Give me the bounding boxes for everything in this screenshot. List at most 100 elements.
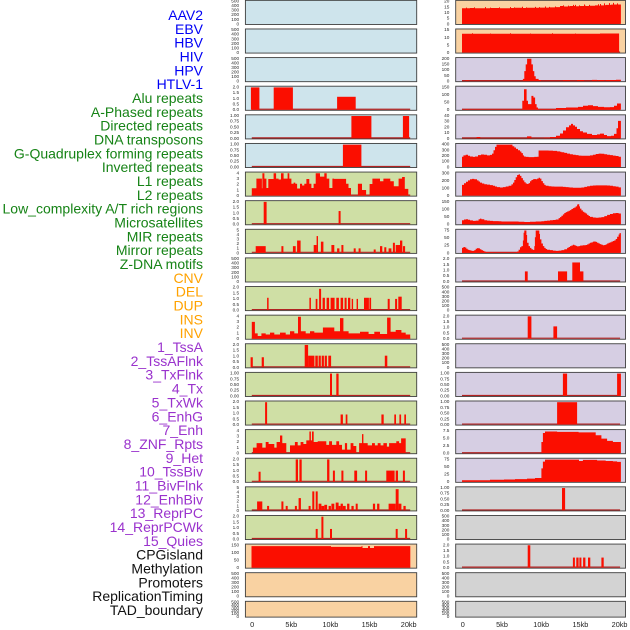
svg-text:400: 400	[231, 575, 239, 580]
svg-text:1.5: 1.5	[233, 90, 240, 95]
svg-text:Directed repeats: Directed repeats	[100, 118, 203, 134]
svg-text:0.00: 0.00	[440, 393, 450, 398]
svg-text:1.00: 1.00	[440, 371, 450, 376]
svg-text:0.50: 0.50	[230, 382, 240, 387]
svg-text:15kb: 15kb	[362, 620, 378, 629]
svg-text:A-Phased repeats: A-Phased repeats	[91, 104, 203, 120]
svg-text:300: 300	[231, 265, 239, 270]
svg-text:100: 100	[231, 274, 239, 279]
svg-text:0.00: 0.00	[230, 136, 240, 141]
svg-text:0: 0	[236, 565, 239, 570]
svg-text:100: 100	[442, 159, 450, 164]
svg-text:7.5: 7.5	[443, 428, 450, 433]
svg-text:15kb: 15kb	[572, 620, 588, 629]
svg-text:400: 400	[231, 3, 239, 8]
svg-text:20kb: 20kb	[612, 620, 628, 629]
svg-text:1.5: 1.5	[443, 262, 450, 267]
svg-text:200: 200	[442, 178, 450, 183]
svg-text:0: 0	[250, 620, 254, 629]
svg-text:HPV: HPV	[174, 62, 203, 78]
svg-text:0.25: 0.25	[440, 416, 450, 421]
svg-text:AAV2: AAV2	[168, 7, 203, 23]
svg-text:200: 200	[442, 585, 450, 590]
svg-text:11_BivFlnk: 11_BivFlnk	[135, 477, 204, 493]
svg-text:0: 0	[236, 79, 239, 84]
svg-text:5_TxWk: 5_TxWk	[152, 394, 204, 410]
svg-text:13_ReprPC: 13_ReprPC	[130, 505, 203, 521]
svg-text:0.0: 0.0	[233, 422, 240, 427]
svg-text:500: 500	[442, 514, 450, 519]
svg-text:12_EnhBiv: 12_EnhBiv	[135, 491, 203, 507]
svg-text:2.0: 2.0	[233, 84, 240, 89]
svg-text:1.00: 1.00	[230, 142, 240, 147]
svg-text:1.5: 1.5	[233, 462, 240, 467]
svg-text:5.0: 5.0	[443, 435, 450, 440]
svg-text:300: 300	[231, 8, 239, 13]
svg-text:200: 200	[442, 527, 450, 532]
svg-text:0.50: 0.50	[440, 382, 450, 387]
svg-text:1.0: 1.0	[233, 468, 240, 473]
svg-text:200: 200	[442, 153, 450, 158]
svg-text:2.0: 2.0	[443, 256, 450, 261]
svg-text:300: 300	[442, 351, 450, 356]
svg-text:Mirror repeats: Mirror repeats	[116, 242, 203, 258]
svg-text:50: 50	[444, 73, 450, 78]
svg-text:500: 500	[231, 600, 239, 605]
svg-text:0.00: 0.00	[440, 508, 450, 513]
svg-text:400: 400	[231, 261, 239, 266]
svg-text:2.0: 2.0	[233, 399, 240, 404]
svg-text:400: 400	[231, 32, 239, 37]
svg-text:500: 500	[231, 0, 239, 4]
svg-text:0.5: 0.5	[443, 273, 450, 278]
svg-text:0: 0	[236, 50, 239, 55]
svg-text:G-Quadruplex forming repeats: G-Quadruplex forming repeats	[14, 145, 203, 161]
svg-text:1.00: 1.00	[440, 485, 450, 490]
svg-text:0.00: 0.00	[440, 422, 450, 427]
svg-text:0: 0	[236, 594, 239, 599]
svg-text:5: 5	[236, 227, 239, 232]
svg-text:0: 0	[236, 614, 239, 619]
svg-text:300: 300	[442, 605, 450, 610]
svg-text:100: 100	[231, 74, 239, 79]
svg-text:500: 500	[231, 256, 239, 261]
svg-text:0: 0	[447, 594, 450, 599]
svg-text:10: 10	[444, 35, 450, 40]
svg-text:50: 50	[444, 464, 450, 469]
svg-text:2.0: 2.0	[233, 342, 240, 347]
svg-text:10: 10	[444, 130, 450, 135]
svg-text:100: 100	[442, 303, 450, 308]
svg-text:300: 300	[442, 294, 450, 299]
svg-text:0: 0	[447, 193, 450, 198]
svg-text:200: 200	[231, 585, 239, 590]
svg-text:200: 200	[231, 12, 239, 17]
svg-text:2_TssAFlnk: 2_TssAFlnk	[131, 353, 204, 369]
svg-text:INS: INS	[180, 311, 203, 327]
svg-text:14_ReprPCWk: 14_ReprPCWk	[110, 519, 204, 535]
svg-text:150: 150	[442, 61, 450, 66]
svg-text:0: 0	[236, 336, 239, 341]
svg-text:100: 100	[442, 92, 450, 97]
svg-text:1.0: 1.0	[233, 411, 240, 416]
svg-text:50: 50	[444, 235, 450, 240]
svg-text:25: 25	[444, 472, 450, 477]
svg-text:1.5: 1.5	[233, 348, 240, 353]
svg-text:DUP: DUP	[173, 298, 203, 314]
svg-text:1.5: 1.5	[233, 519, 240, 524]
svg-text:0.25: 0.25	[230, 159, 240, 164]
svg-text:400: 400	[442, 289, 450, 294]
svg-text:1.00: 1.00	[230, 113, 240, 118]
svg-text:2.0: 2.0	[443, 313, 450, 318]
svg-text:1.5: 1.5	[233, 405, 240, 410]
svg-text:Promoters: Promoters	[138, 574, 203, 590]
svg-text:2: 2	[236, 439, 239, 444]
svg-text:40: 40	[444, 113, 450, 118]
svg-text:DNA transposons: DNA transposons	[94, 131, 203, 147]
svg-text:0.0: 0.0	[443, 565, 450, 570]
svg-text:20kb: 20kb	[401, 620, 417, 629]
svg-text:0.00: 0.00	[230, 164, 240, 169]
svg-text:10_TssBiv: 10_TssBiv	[139, 464, 203, 480]
svg-text:200: 200	[231, 270, 239, 275]
svg-text:0.25: 0.25	[440, 388, 450, 393]
svg-text:100: 100	[442, 532, 450, 537]
svg-text:1.5: 1.5	[443, 548, 450, 553]
